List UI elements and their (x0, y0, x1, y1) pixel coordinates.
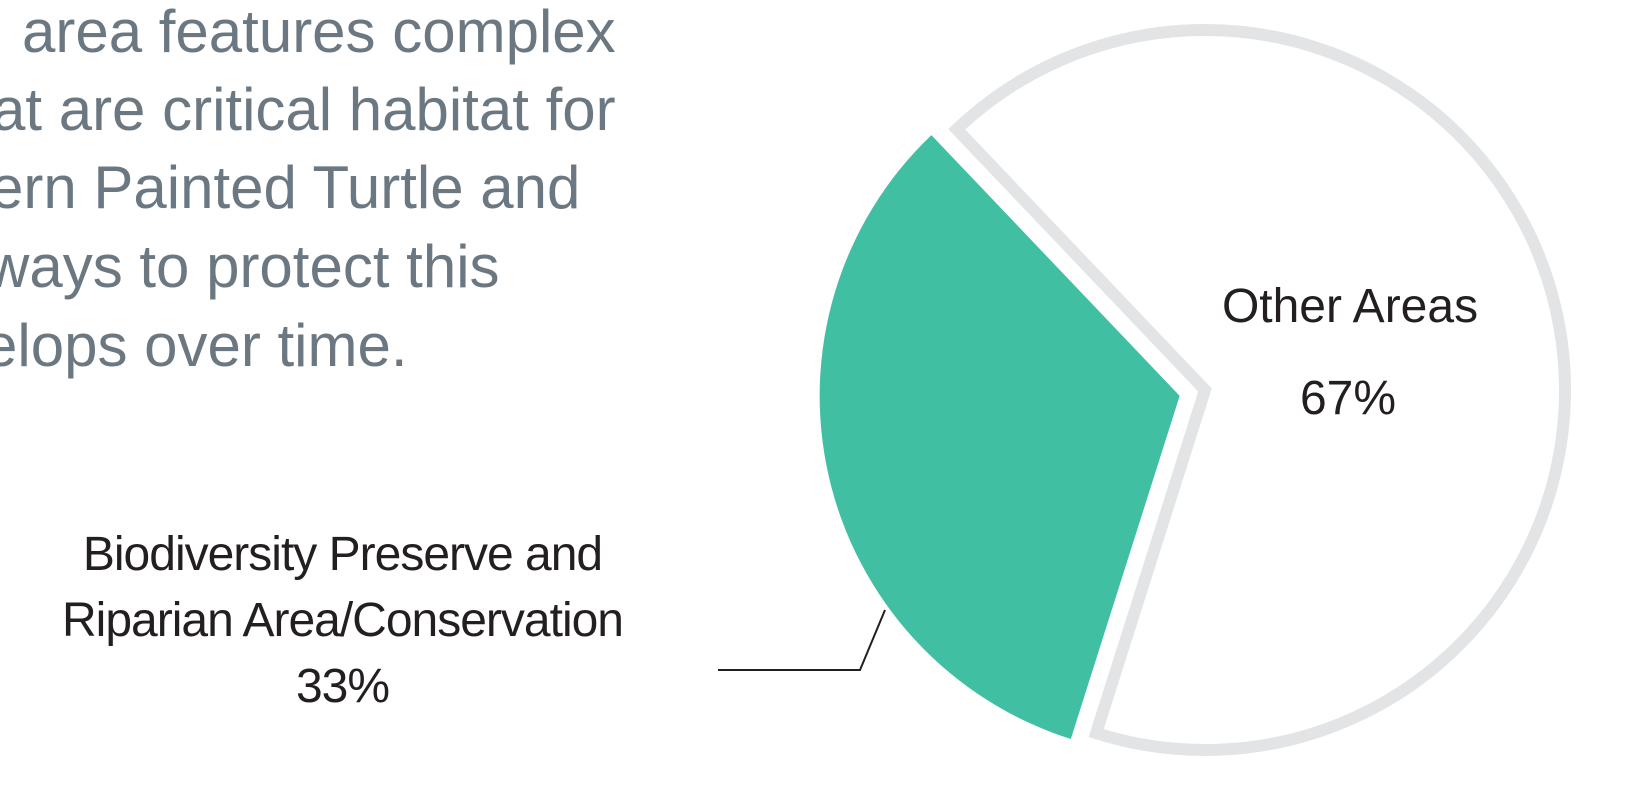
paragraph-line: ern Painted Turtle and (0, 154, 580, 221)
value-label: 33% (295, 660, 390, 713)
paragraph: area features complex at are critical ha… (0, 0, 616, 379)
paragraph-line: area features complex (22, 0, 616, 65)
pie-slice (819, 135, 1180, 739)
pie-slice (948, 24, 1571, 756)
value-label: 67% (1300, 372, 1396, 425)
paragraph-line: at are critical habitat for (0, 76, 616, 143)
category-label: Biodiversity Preserve and Riparian Area/… (62, 528, 624, 647)
leader-line (718, 609, 886, 671)
category-label: Other Areas (1222, 280, 1478, 333)
paragraph-line: elops over time. (0, 312, 408, 379)
paragraph-line: ways to protect this (0, 233, 500, 300)
slice-label: Biodiversity Preserve and Riparian Area/… (10, 522, 675, 720)
